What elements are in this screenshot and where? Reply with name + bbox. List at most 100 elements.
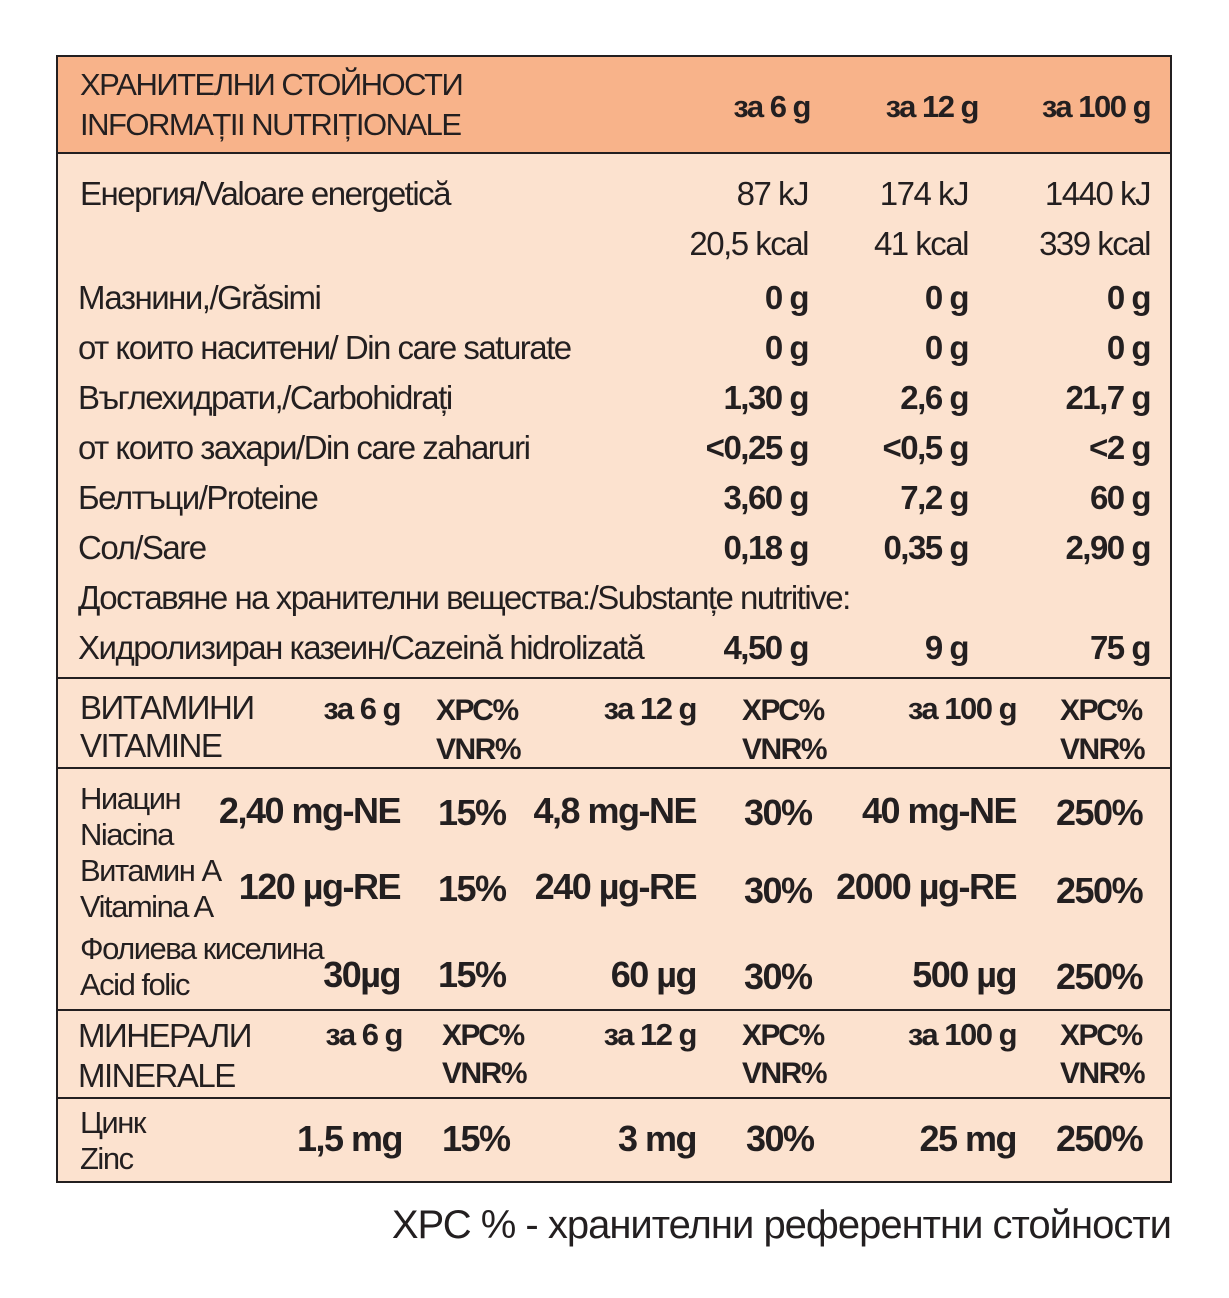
mineral-value-6g: 1,5 mg: [296, 1118, 404, 1159]
table-cell-6g: 0 g: [764, 279, 810, 316]
vitamin-value-100g: 40 mg-NE: [861, 790, 1018, 831]
divider: [58, 767, 1170, 769]
mineral-pct-6g: 15%: [442, 1118, 511, 1159]
table-cell-6g: <0,25 g: [705, 429, 810, 466]
nutrition-table: ХРАНИТЕЛНИ СТОЙНОСТИ INFORMAȚII NUTRIȚIO…: [56, 55, 1172, 1183]
vitamin-pct-100g: 250%: [1056, 870, 1144, 911]
vitamin-name-ro: Acid folic: [80, 967, 191, 1002]
table-row-label: Сол/Sare: [78, 529, 207, 566]
table-cell-12g: 7,2 g: [900, 479, 969, 516]
vitamin-pct-100g: 250%: [1056, 956, 1144, 997]
table-row-label: Белтъци/Proteine: [78, 479, 319, 516]
table-row-label: Енергия/Valoare energetică: [80, 175, 452, 212]
minerals-title-bg: МИНЕРАЛИ: [78, 1017, 252, 1054]
header-col-12g: за 12 g: [885, 89, 980, 124]
vitamins-pct-6-bg: ХРС%: [436, 694, 519, 727]
footnote: ХРС % - хранителни референтни стойности: [391, 1203, 1172, 1247]
table-cell-100g: 21,7 g: [1065, 379, 1151, 416]
table-cell-12g: <0,5 g: [882, 429, 970, 466]
minerals-pct-6-ro: VNR%: [442, 1057, 528, 1090]
vitamin-value-100g: 2000 µg-RE: [836, 866, 1017, 907]
minerals-pct-100-bg: ХРС%: [1060, 1019, 1143, 1052]
table-cell-6g: 87 kJ: [736, 175, 810, 212]
vitamins-col-6g: за 6 g: [323, 691, 401, 726]
vitamin-pct-12g: 30%: [744, 956, 813, 997]
vitamin-name-bg: Витамин А: [80, 853, 222, 888]
table-row-label: Въглехидрати,/Carbohidrați: [78, 379, 453, 416]
table-row-label: Мазнини,/Grăsimi: [78, 279, 322, 316]
table-cell-100g: 0 g: [1106, 279, 1152, 316]
vitamin-name-ro: Niacina: [80, 817, 174, 852]
table-row-label: от които захари/Din care zaharuri: [78, 429, 531, 466]
table-row-label: Хидролизиран казеин/Cazeină hidrolizată: [78, 629, 645, 666]
vitamin-value-6g: 2,40 mg-NE: [218, 790, 402, 831]
mineral-pct-100g: 250%: [1056, 1118, 1144, 1159]
table-header: ХРАНИТЕЛНИ СТОЙНОСТИ INFORMAȚII NUTRIȚIO…: [58, 57, 1170, 154]
vitamin-pct-12g: 30%: [744, 792, 813, 833]
table-cell-6g: 1,30 g: [723, 379, 809, 416]
vitamins-col-12g: за 12 g: [603, 691, 698, 726]
mineral-pct-12g: 30%: [746, 1118, 815, 1159]
mineral-name-ro: Zinc: [80, 1141, 134, 1176]
vitamins-pct-12-ro: VNR%: [742, 733, 828, 766]
vitamin-value-6g: 30µg: [323, 954, 401, 995]
table-cell-12g: 9 g: [924, 629, 970, 666]
minerals-title-ro: MINERALE: [78, 1057, 236, 1094]
table-cell-6g: 3,60 g: [723, 479, 809, 516]
divider: [58, 1097, 1170, 1099]
vitamins-pct-100-ro: VNR%: [1060, 733, 1146, 766]
divider: [58, 677, 1170, 679]
vitamin-pct-6g: 15%: [438, 868, 507, 909]
table-cell-12g: 0 g: [924, 329, 970, 366]
vitamins-title-bg: ВИТАМИНИ: [80, 689, 255, 726]
table-cell-12g: 41 kcal: [873, 225, 970, 262]
vitamin-name-ro: Vitamina A: [80, 889, 214, 924]
vitamin-pct-100g: 250%: [1056, 792, 1144, 833]
table-cell-100g: 2,90 g: [1065, 529, 1151, 566]
header-col-100g: за 100 g: [1041, 89, 1152, 124]
vitamin-pct-6g: 15%: [438, 954, 507, 995]
vitamin-name-bg: Фолиева киселина: [80, 931, 325, 966]
table-cell-100g: 75 g: [1089, 629, 1152, 666]
table-cell-6g: 4,50 g: [723, 629, 809, 666]
vitamins-col-100g: за 100 g: [907, 691, 1018, 726]
table-cell-100g: <2 g: [1089, 429, 1151, 466]
header-title-ro: INFORMAȚII NUTRIȚIONALE: [80, 107, 462, 142]
minerals-pct-6-bg: ХРС%: [442, 1019, 525, 1052]
table-cell-12g: 0 g: [924, 279, 970, 316]
divider: [58, 1009, 1170, 1011]
table-cell-100g: 60 g: [1089, 479, 1152, 516]
table-cell-12g: 2,6 g: [900, 379, 969, 416]
vitamin-value-12g: 4,8 mg-NE: [533, 790, 697, 831]
header-title-bg: ХРАНИТЕЛНИ СТОЙНОСТИ: [80, 67, 464, 102]
vitamin-value-12g: 240 µg-RE: [534, 866, 698, 907]
mineral-value-12g: 3 mg: [617, 1118, 698, 1159]
vitamins-pct-100-bg: ХРС%: [1060, 694, 1143, 727]
minerals-col-100g: за 100 g: [907, 1017, 1018, 1052]
vitamin-value-6g: 120 µg-RE: [238, 866, 402, 907]
table-cell-100g: 1440 kJ: [1044, 175, 1152, 212]
vitamin-value-12g: 60 µg: [610, 954, 698, 995]
vitamins-title-ro: VITAMINE: [80, 727, 223, 764]
minerals-pct-12-bg: ХРС%: [742, 1019, 825, 1052]
minerals-pct-12-ro: VNR%: [742, 1057, 828, 1090]
table-cell-12g: 0,35 g: [883, 529, 969, 566]
minerals-col-6g: за 6 g: [325, 1017, 403, 1052]
mineral-name-bg: Цинк: [80, 1105, 146, 1140]
table-row-label: от които наситени/ Din care saturate: [78, 329, 572, 366]
vitamin-value-100g: 500 µg: [912, 954, 1017, 995]
table-cell-6g: 0,18 g: [723, 529, 809, 566]
vitamins-pct-12-bg: ХРС%: [742, 694, 825, 727]
table-cell-6g: 20,5 kcal: [689, 225, 809, 262]
vitamin-pct-6g: 15%: [438, 792, 507, 833]
minerals-pct-100-ro: VNR%: [1060, 1057, 1146, 1090]
table-cell-12g: 174 kJ: [879, 175, 970, 212]
vitamin-pct-12g: 30%: [744, 870, 813, 911]
table-cell-100g: 0 g: [1106, 329, 1152, 366]
table-row-label: Доставяне на хранителни вещества:/Substa…: [78, 579, 851, 616]
vitamins-pct-6-ro: VNR%: [436, 733, 522, 766]
minerals-col-12g: за 12 g: [603, 1017, 698, 1052]
table-cell-100g: 339 kcal: [1039, 225, 1151, 262]
vitamin-name-bg: Ниацин: [80, 781, 182, 816]
mineral-value-100g: 25 mg: [919, 1118, 1017, 1159]
